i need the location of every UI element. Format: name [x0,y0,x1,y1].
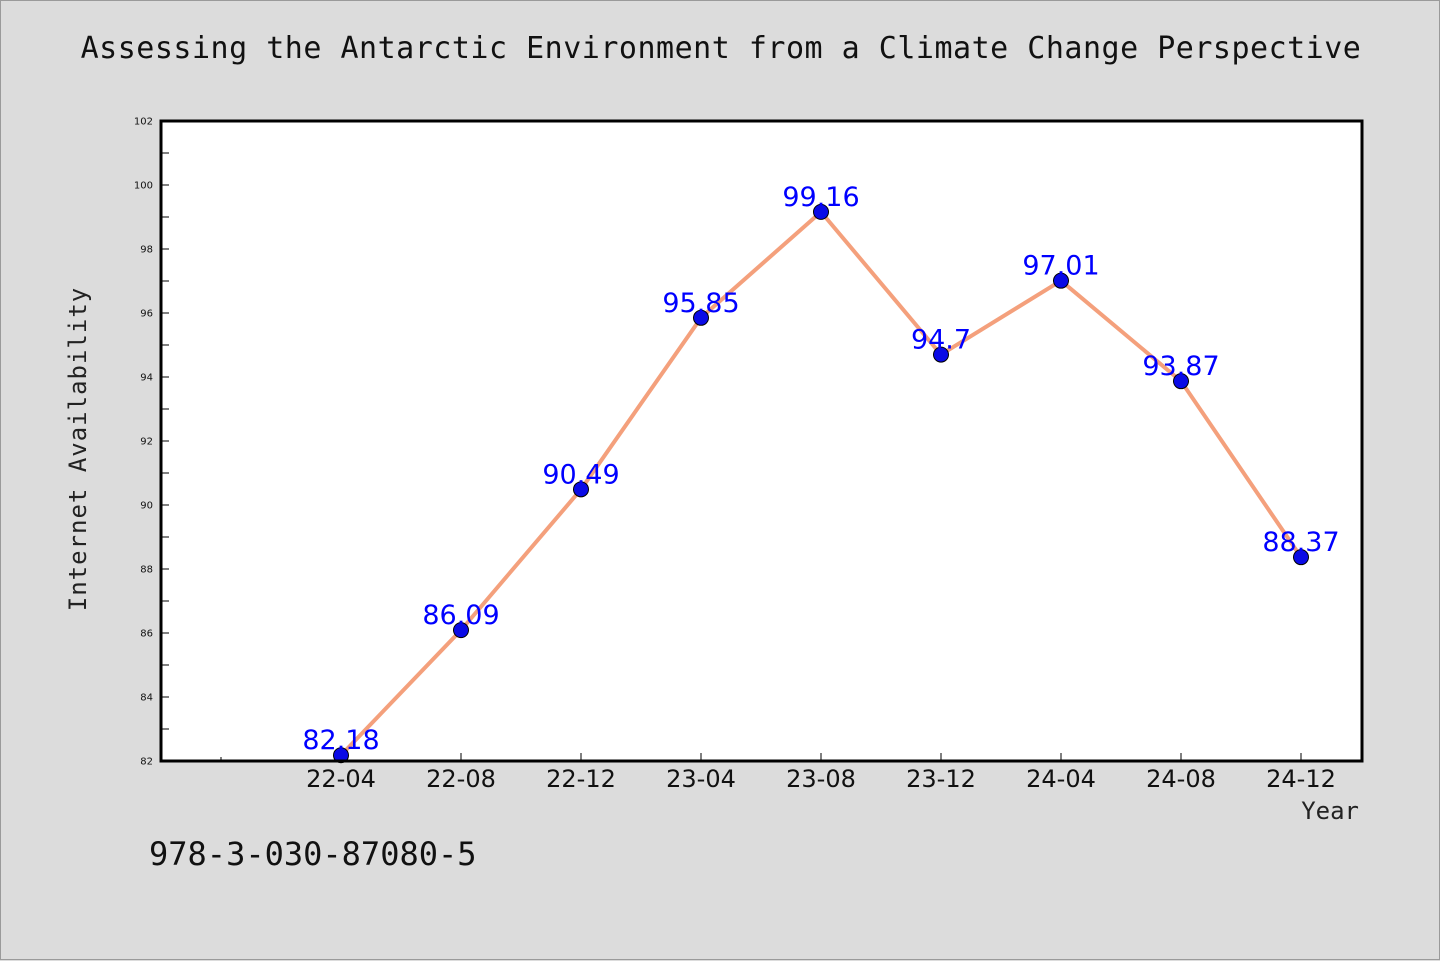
data-label: 86.09 [422,600,499,631]
x-axis-label: Year [1301,797,1359,825]
data-point [1293,549,1309,566]
data-point [1173,373,1189,390]
data-label: 99.16 [782,182,859,213]
x-tick-label: 22-08 [426,765,496,793]
x-tick-label: 22-12 [546,765,616,793]
data-label: 94.7 [911,325,971,356]
data-label: 90.49 [542,459,619,490]
data-point [333,747,349,764]
data-point [573,481,589,498]
x-tick-label: 24-12 [1266,765,1336,793]
y-tick-label: 92 [140,437,153,448]
data-label: 95.85 [662,288,739,319]
data-label: 97.01 [1022,251,1099,282]
y-tick-label: 102 [134,117,153,128]
data-label: 82.18 [302,725,379,756]
y-tick-label: 100 [134,181,153,192]
data-point [693,309,709,326]
y-tick-label: 86 [140,629,153,640]
y-tick-label: 84 [140,693,153,704]
y-tick-label: 82 [140,757,153,768]
y-tick-label: 94 [140,373,153,384]
x-tick-label: 24-08 [1146,765,1216,793]
x-tick-label: 22-04 [306,765,376,793]
footer-code: 978-3-030-87080-5 [149,835,477,873]
data-label: 93.87 [1142,351,1219,382]
y-tick-label: 96 [140,309,153,320]
data-label: 88.37 [1262,527,1339,558]
data-point [933,346,949,363]
x-tick-label: 23-04 [666,765,736,793]
x-tick-label: 24-04 [1026,765,1096,793]
chart-title: Assessing the Antarctic Environment from… [80,31,1362,66]
plot-area [161,121,1362,761]
x-tick-label: 23-08 [786,765,856,793]
y-tick-label: 90 [140,501,153,512]
data-point [813,203,829,220]
y-tick-label: 98 [140,245,153,256]
data-point [453,622,469,639]
x-tick-label: 23-12 [906,765,976,793]
y-tick-label: 88 [140,565,153,576]
plot-frame [159,119,1364,763]
data-point [1053,272,1069,289]
